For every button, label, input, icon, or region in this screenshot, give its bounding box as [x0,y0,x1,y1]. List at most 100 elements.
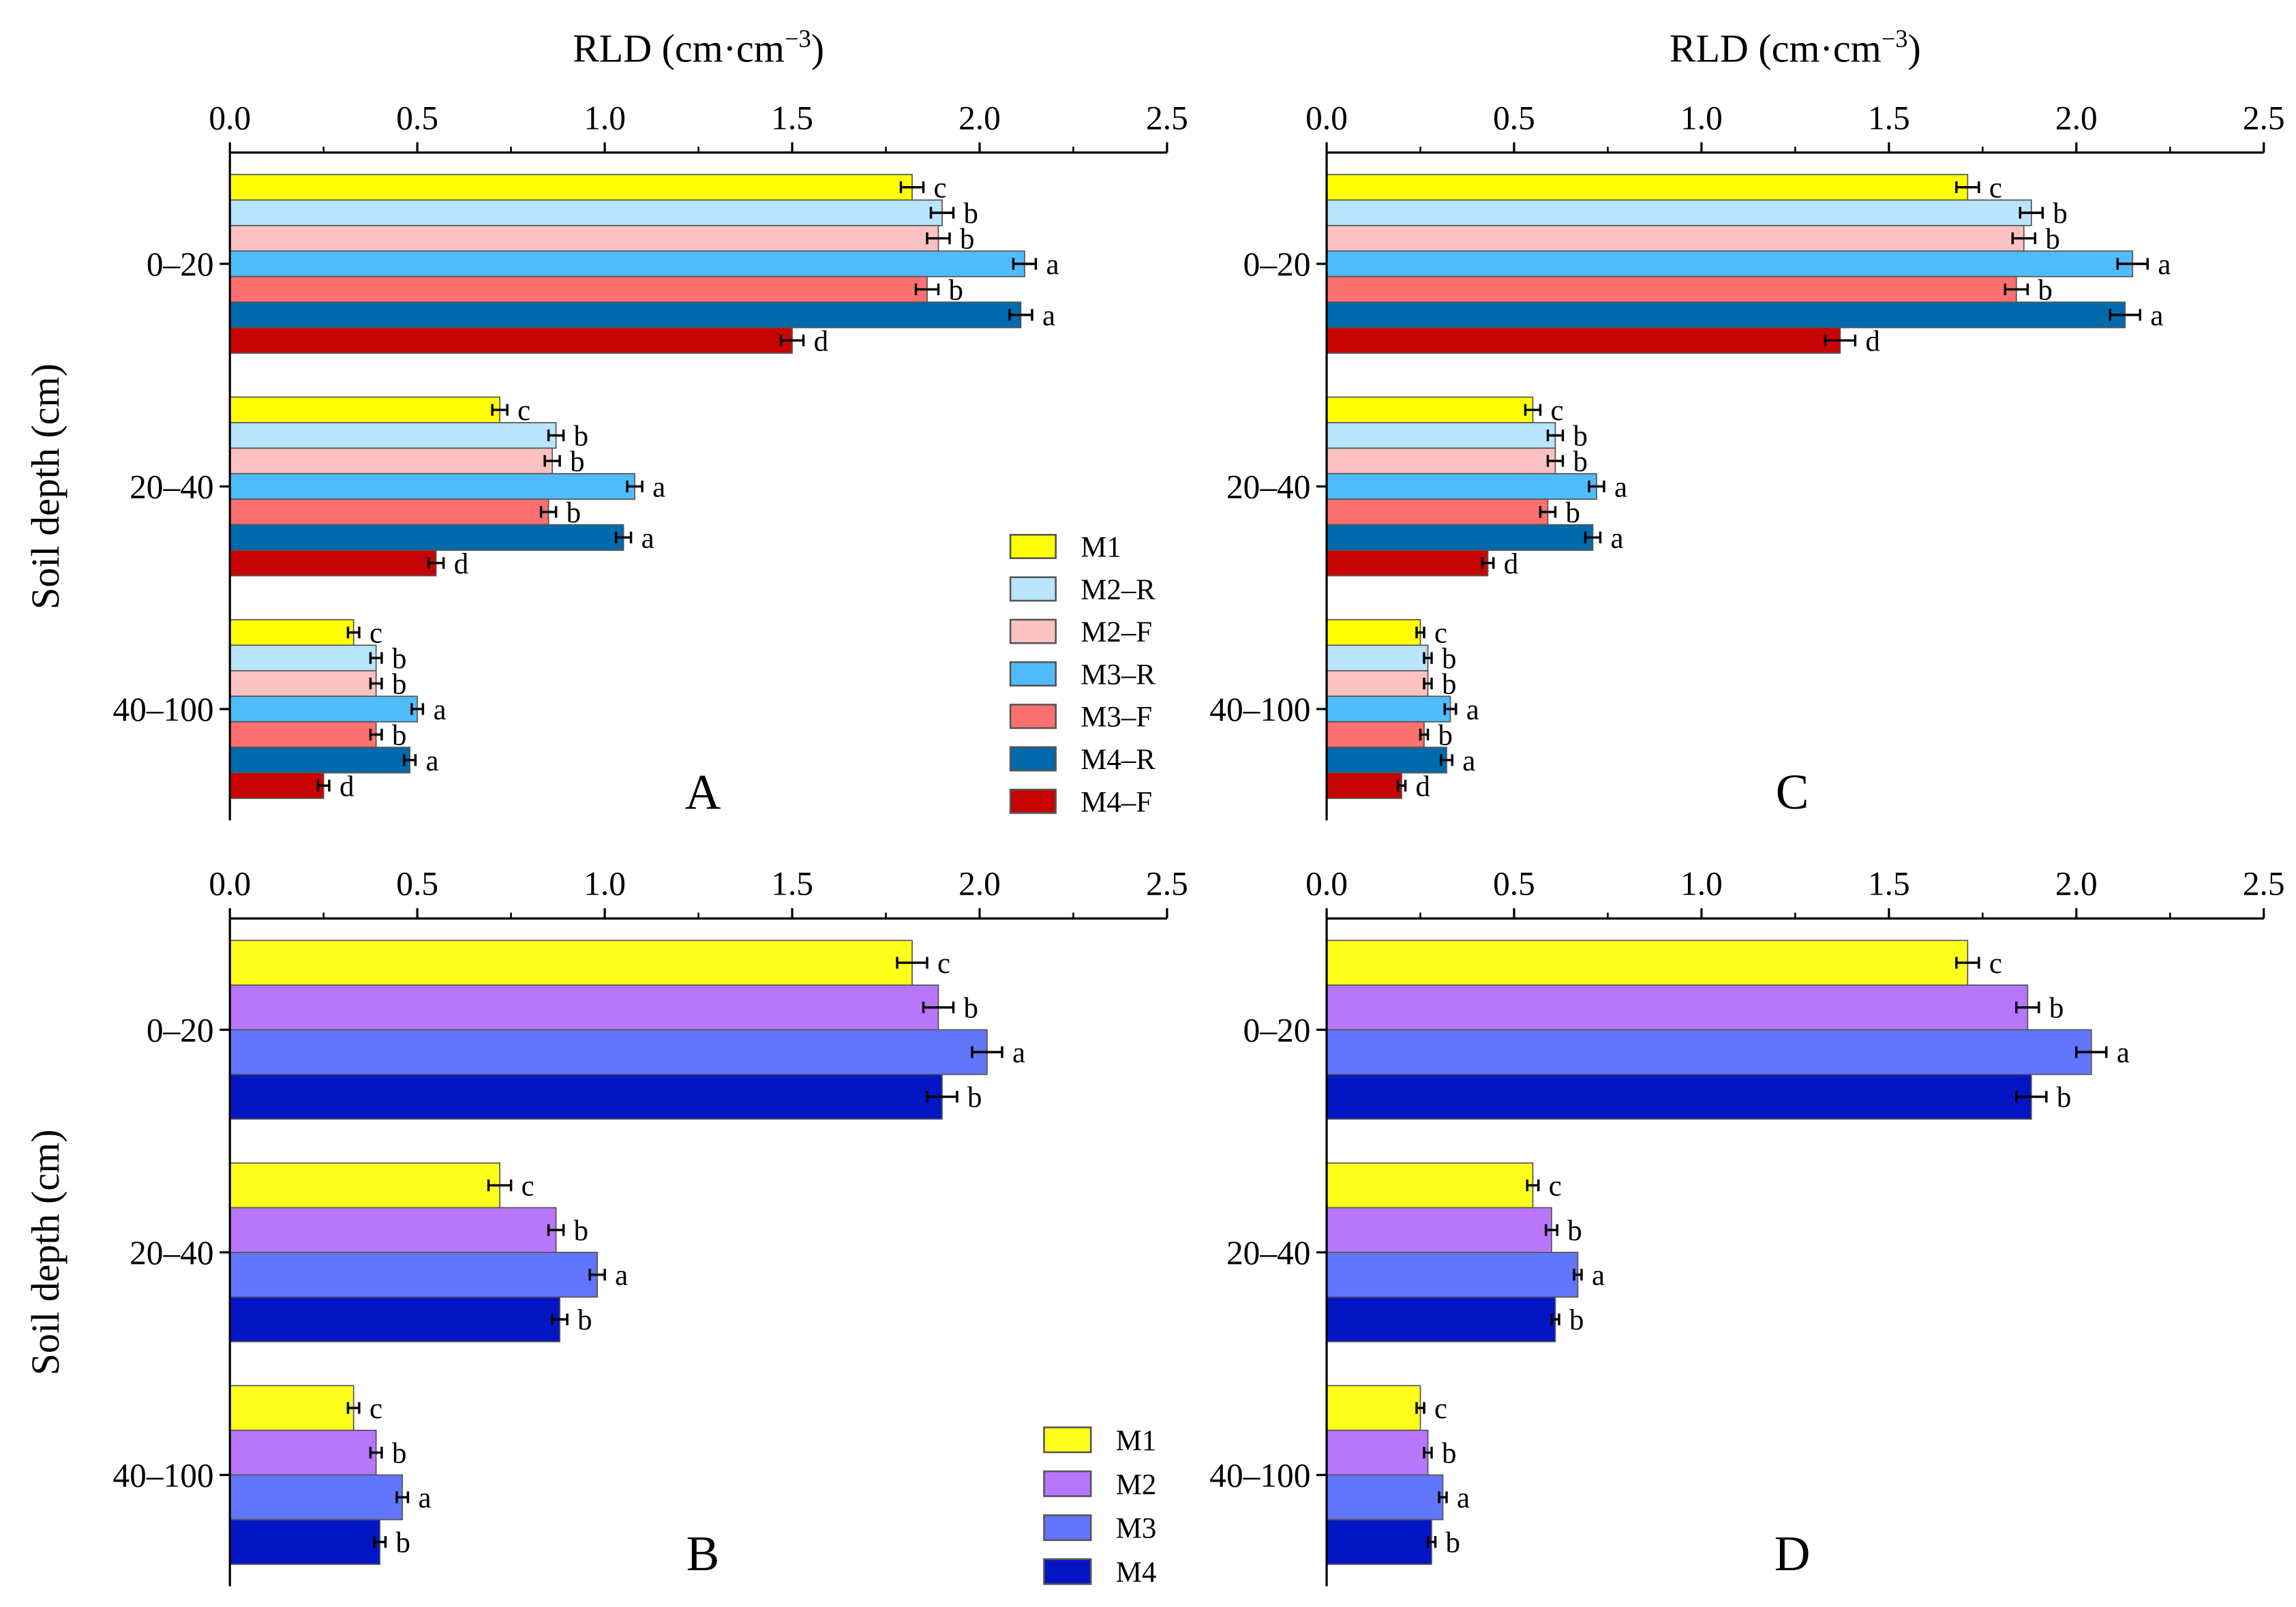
panel-label: C [1776,764,1809,820]
x-tick-label: 1.0 [584,99,626,136]
error-bar [1008,309,1033,321]
bar-M3–R [1326,472,1597,500]
bar-M4–F [1326,550,1489,577]
legend-item: M4–R [1009,744,1155,776]
x-tick-label: 0.5 [396,865,438,903]
significance-letter: b [570,446,584,478]
significance-letter: b [1446,1527,1460,1559]
y-tick-label: 0–20 [147,245,214,283]
error-bar [896,957,928,969]
bar-M3–R [1326,695,1451,723]
legend-item: M1 [1009,532,1121,564]
significance-letter: a [1462,745,1475,777]
legend-swatch [1009,661,1057,687]
error-bar [369,1446,383,1459]
bar-M4–F [1326,327,1841,354]
significance-letter: b [1438,719,1453,751]
error-bar [1524,404,1542,416]
significance-letter: a [652,472,665,504]
significance-letter: a [1614,472,1627,504]
significance-letter: c [934,172,947,205]
legend-swatch [1043,1558,1092,1585]
legend-swatch [1009,746,1057,772]
error-bar [929,207,955,219]
significance-letter: a [2158,249,2171,281]
error-bar [1545,1224,1558,1236]
significance-letter: b [2049,993,2064,1025]
significance-letter: c [1549,1171,1562,1203]
x-axis-title: RLD (cm·cm−3) [573,25,824,70]
error-bar [1415,627,1425,639]
error-bar [427,557,445,569]
bar-M4–R [229,524,624,551]
significance-letter: a [1610,522,1623,554]
legend-A: M1 M2–R M2–F M3–R M3–F M4–R M4–F [1009,532,1155,818]
significance-letter: d [814,325,828,357]
bar-M3–F [229,721,377,748]
x-tick-label: 2.5 [1146,865,1188,903]
legend-swatch [1043,1514,1092,1542]
legend-label: M3 [1116,1513,1157,1545]
bar-M1 [1326,1162,1534,1209]
error-bar [914,283,940,296]
error-bar [614,531,633,543]
bar-M2–R [229,644,377,672]
significance-letter: b [392,669,406,701]
significance-letter: b [1573,446,1588,478]
error-bar [626,480,644,493]
error-bar [1415,1402,1425,1414]
x-tick-label: 1.5 [771,865,813,903]
x-tick-label: 1.0 [1680,865,1723,903]
y-tick-label: 40–100 [112,1457,213,1495]
significance-letter: c [369,1393,382,1425]
error-bar [373,1536,387,1548]
bar-group-20–40: c bab [229,1162,628,1342]
error-bar [899,181,925,194]
x-tick-label: 0.5 [1493,99,1535,136]
error-bar [551,1313,569,1325]
y-tick-label: 0–20 [1243,245,1311,283]
bar-M4 [229,1074,943,1120]
x-tick-label: 1.5 [771,99,813,136]
significance-letter: a [2117,1037,2130,1069]
legend-label: M2–R [1081,574,1155,606]
significance-letter: b [567,497,581,529]
bar-M2 [1326,1207,1552,1253]
bar-M4–R [229,747,411,774]
significance-letter: b [1573,421,1588,453]
error-bar [971,1046,1003,1058]
bar-M3 [1326,1474,1444,1520]
error-bar [1588,480,1605,493]
legend-swatch [1009,704,1057,730]
bar-M2 [1326,1429,1429,1476]
significance-letter: b [392,719,406,751]
significance-letter: a [1466,694,1479,726]
x-tick-label: 0.5 [1493,865,1535,903]
significance-letter: c [517,395,530,427]
x-tick-label: 0.0 [209,99,251,136]
significance-letter: d [454,548,468,580]
bar-M4 [1326,1296,1556,1342]
bar-M2–F [229,224,939,252]
bar-M4–F [229,327,793,354]
significance-letter: a [2150,300,2163,332]
x-tick-label: 1.5 [1868,865,1910,903]
bar-M2–R [1326,644,1429,672]
x-tick-label: 2.5 [2243,99,2285,136]
x-tick-label: 1.0 [1680,99,1723,136]
error-bar [1426,1536,1437,1548]
bar-M3–F [229,275,928,303]
significance-letter: d [1865,325,1879,357]
bar-M4 [1326,1074,2032,1120]
error-bar [1824,334,1857,346]
significance-letter: c [1434,618,1447,650]
error-bar [410,703,425,715]
bar-M4–R [1326,747,1447,774]
